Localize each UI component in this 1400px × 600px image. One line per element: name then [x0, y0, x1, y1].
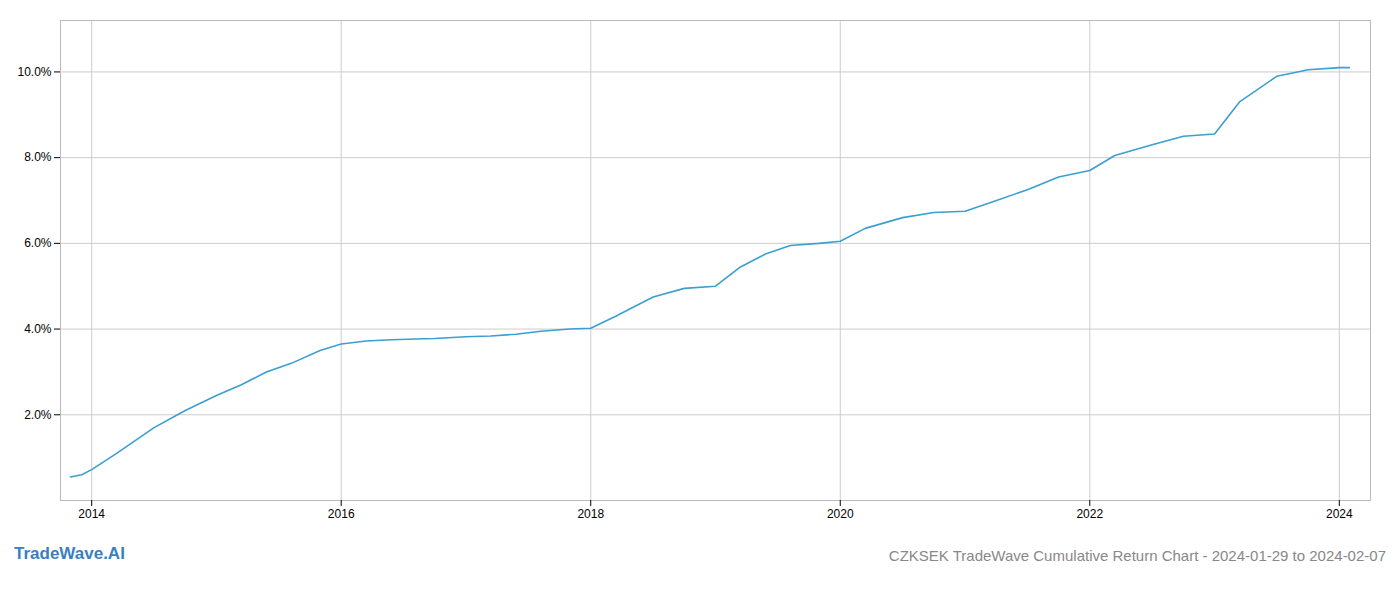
html-text:CZKSEK TradeWave Cumulative Re: CZKSEK TradeWave Cumulative Return Chart…	[888, 547, 1386, 564]
svg-text:2020: 2020	[827, 507, 854, 521]
svg-text:2016: 2016	[328, 507, 355, 521]
svg-text:2014: 2014	[78, 507, 105, 521]
svg-text:2022: 2022	[1076, 507, 1103, 521]
svg-text:10.0%: 10.0%	[17, 65, 51, 79]
html-text:TradeWave.AI: TradeWave.AI	[14, 544, 125, 563]
svg-text:8.0%: 8.0%	[24, 150, 52, 164]
svg-text:6.0%: 6.0%	[24, 236, 52, 250]
svg-text:2024: 2024	[1326, 507, 1353, 521]
svg-text:2018: 2018	[577, 507, 604, 521]
svg-text:4.0%: 4.0%	[24, 322, 52, 336]
svg-text:2.0%: 2.0%	[24, 408, 52, 422]
